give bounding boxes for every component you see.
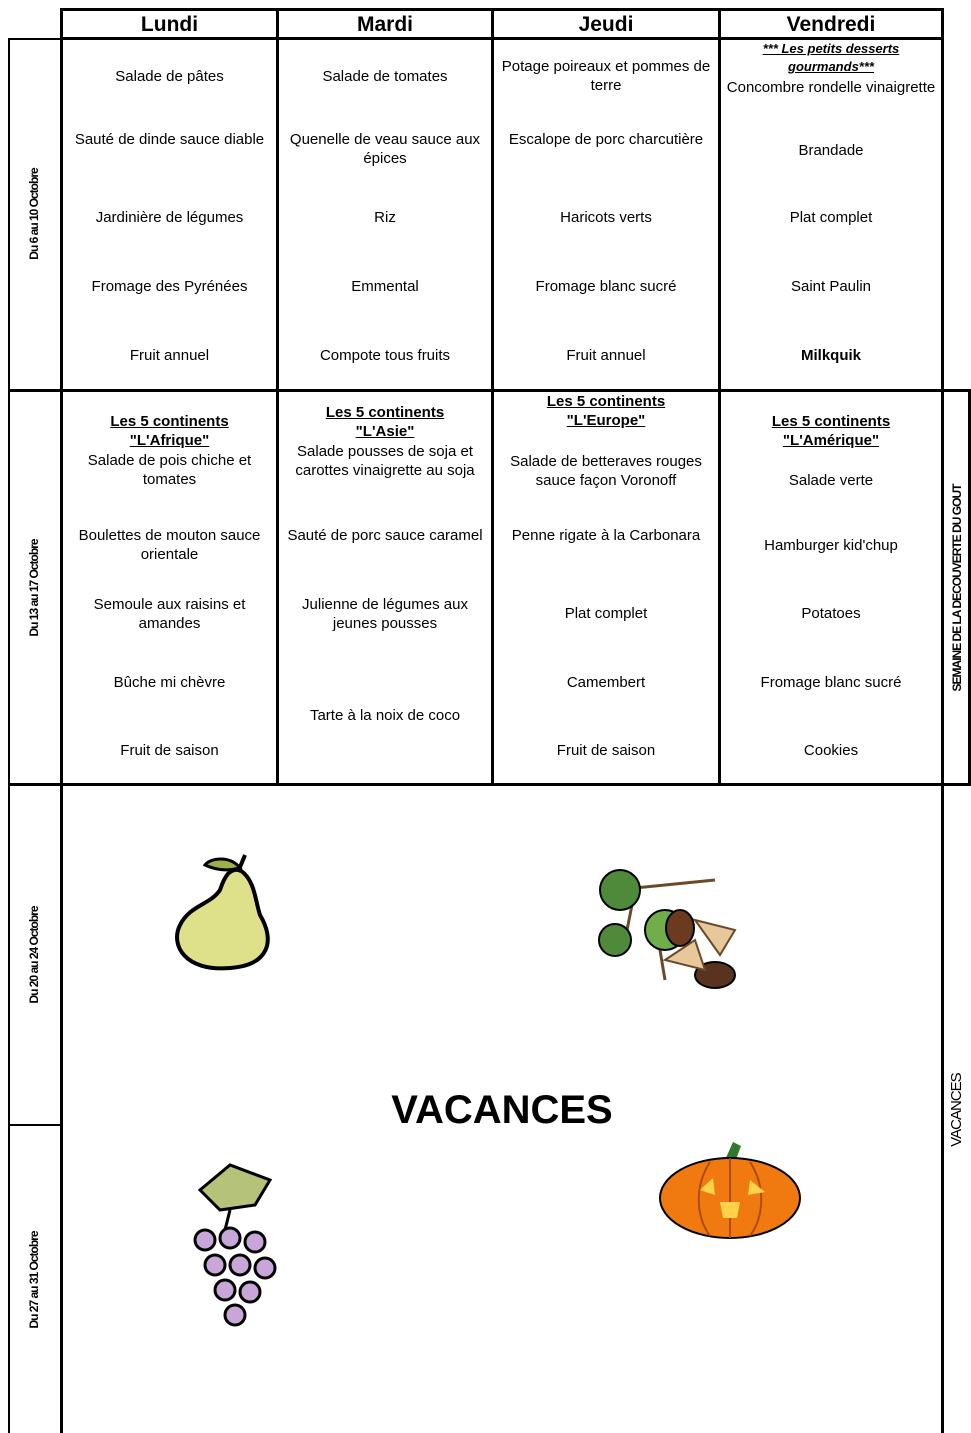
border bbox=[8, 389, 971, 392]
border bbox=[60, 37, 944, 40]
menu-item: Quenelle de veau sauce aux épices bbox=[289, 131, 481, 167]
border bbox=[60, 8, 63, 1433]
day-header: Jeudi bbox=[578, 13, 634, 36]
side-label: SEMAINE DE LA DECOUVERTE DU GOUT bbox=[950, 484, 964, 692]
menu-item: Plat complet bbox=[564, 605, 648, 622]
theme-heading: Les 5 continents bbox=[110, 413, 229, 430]
menu-item: Fruit de saison bbox=[120, 742, 219, 759]
menu-item: Salade pousses de soja et carottes vinai… bbox=[295, 443, 475, 479]
pumpkin-illustration bbox=[659, 1142, 801, 1239]
chestnut-illustration bbox=[598, 869, 737, 989]
menu-item: Jardinière de légumes bbox=[95, 209, 244, 226]
border bbox=[718, 8, 721, 785]
menu-item: Fromage blanc sucré bbox=[535, 278, 677, 295]
day-header: Vendredi bbox=[786, 13, 876, 36]
day-header: Lundi bbox=[140, 13, 199, 36]
note: *** Les petits desserts gourmands*** bbox=[762, 41, 900, 74]
border bbox=[941, 8, 944, 1433]
menu-item: Haricots verts bbox=[560, 209, 652, 226]
menu-item: Sauté de porc sauce caramel bbox=[287, 527, 483, 544]
border bbox=[8, 783, 971, 786]
menu-item: Fromage des Pyrénées bbox=[91, 278, 248, 295]
menu-item: Fruit annuel bbox=[129, 347, 210, 364]
border bbox=[8, 38, 10, 1433]
theme-name: "L'Asie" bbox=[355, 423, 415, 440]
day-header: Mardi bbox=[356, 13, 413, 36]
menu-item: Riz bbox=[374, 209, 396, 226]
border bbox=[968, 389, 971, 786]
theme-name: "L'Amérique" bbox=[782, 432, 880, 449]
border bbox=[8, 38, 62, 40]
menu-item: Brandade bbox=[798, 142, 864, 159]
menu-item: Potatoes bbox=[801, 605, 861, 622]
theme-name: "L'Europe" bbox=[566, 412, 646, 429]
menu-item: Salade de pois chiche et tomates bbox=[87, 452, 252, 488]
theme-heading: Les 5 continents bbox=[546, 393, 666, 410]
side-label: VACANCES bbox=[948, 1073, 965, 1147]
border bbox=[60, 8, 944, 11]
pear-illustration bbox=[175, 854, 270, 971]
menu-item: Salade de pâtes bbox=[115, 68, 224, 85]
menu-item: Salade verte bbox=[788, 472, 874, 489]
menu-item: Fruit de saison bbox=[556, 742, 656, 759]
theme-heading: Les 5 continents bbox=[325, 404, 445, 421]
menu-item: Semoule aux raisins et amandes bbox=[93, 596, 246, 632]
border bbox=[276, 8, 279, 785]
grapes-illustration bbox=[193, 1163, 277, 1327]
menu-item: Emmental bbox=[351, 278, 419, 295]
menu-item: Compote tous fruits bbox=[319, 347, 451, 364]
menu-item: Camembert bbox=[566, 674, 646, 691]
menu-item: Boulettes de mouton sauce orientale bbox=[78, 527, 261, 563]
menu-item: Escalope de porc charcutière bbox=[508, 131, 704, 148]
menu-item: Salade de betteraves rouges sauce façon … bbox=[510, 453, 702, 489]
menu-item: Tarte à la noix de coco bbox=[309, 707, 461, 724]
border bbox=[491, 8, 494, 785]
border bbox=[8, 1124, 62, 1126]
theme-name: "L'Afrique" bbox=[129, 432, 210, 449]
menu-item: Fruit annuel bbox=[566, 347, 646, 364]
week-label: Du 6 au 10 Octobre bbox=[27, 168, 41, 260]
menu-item: Milkquik bbox=[800, 347, 861, 364]
theme-heading: Les 5 continents bbox=[771, 413, 891, 430]
menu-item: Saint Paulin bbox=[790, 278, 872, 295]
week-label: Du 13 au 17 Octobre bbox=[27, 539, 41, 637]
menu-item: Concombre rondelle vinaigrette bbox=[726, 79, 936, 96]
menu-item: Fromage blanc sucré bbox=[760, 674, 902, 691]
menu-item: Sauté de dinde sauce diable bbox=[74, 131, 265, 148]
menu-item: Bûche mi chèvre bbox=[113, 674, 226, 691]
menu-item: Plat complet bbox=[789, 209, 873, 226]
week-label: Du 27 au 31 Octobre bbox=[27, 1231, 41, 1329]
menu-item: Hamburger kid'chup bbox=[764, 537, 898, 554]
menu-item: Penne rigate à la Carbonara bbox=[511, 527, 701, 544]
menu-item: Cookies bbox=[803, 742, 859, 759]
menu-item: Julienne de légumes aux jeunes pousses bbox=[302, 596, 468, 632]
holiday-title: VACANCES bbox=[391, 1088, 613, 1132]
menu-item: Potage poireaux et pommes de terre bbox=[501, 58, 711, 94]
menu-item: Salade de tomates bbox=[322, 68, 448, 85]
